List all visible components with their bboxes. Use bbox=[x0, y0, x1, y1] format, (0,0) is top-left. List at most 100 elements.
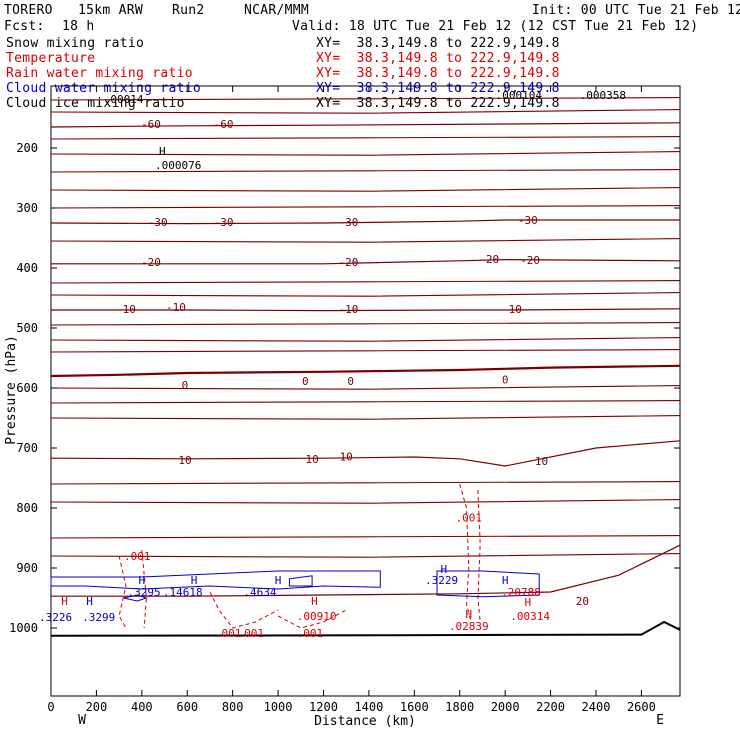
rain-contour-line bbox=[277, 609, 347, 629]
temperature-contour-label: 0 bbox=[347, 375, 354, 388]
x-tick-label: 1000 bbox=[264, 700, 293, 714]
y-tick-label: 500 bbox=[16, 321, 38, 335]
rain-contour-label: .20788 bbox=[501, 586, 541, 599]
temperature-contour-label: 0 bbox=[182, 379, 189, 392]
temperature-contour-label: -30 bbox=[214, 216, 234, 229]
x-tick-label: 2000 bbox=[491, 700, 520, 714]
plot-frame bbox=[50, 85, 681, 697]
cloud-water-label: .3229 bbox=[425, 574, 458, 587]
model-resolution: 15km ARW bbox=[78, 3, 144, 18]
isotherm-line bbox=[50, 553, 681, 558]
temperature-contour-label: -20 bbox=[479, 253, 499, 266]
organization: NCAR/MMM bbox=[244, 3, 310, 18]
isotherm-line bbox=[50, 385, 681, 390]
y-tick-label: 700 bbox=[16, 441, 38, 455]
field-xy-cloud-water: XY= 38.3,149.8 to 222.9,149.8 bbox=[316, 81, 560, 96]
east-label: E bbox=[656, 713, 664, 728]
field-xy-rain: XY= 38.3,149.8 to 222.9,149.8 bbox=[316, 66, 560, 81]
isotherm-line bbox=[50, 169, 681, 173]
temperature-contour-line bbox=[50, 440, 681, 467]
rain-contour-label: H bbox=[525, 596, 532, 609]
temperature-contour-line bbox=[50, 219, 680, 225]
temperature-contour-line bbox=[51, 544, 681, 597]
y-tick-label: 900 bbox=[16, 561, 38, 575]
model-name: TORERO bbox=[4, 3, 53, 18]
x-tick-label: 200 bbox=[86, 700, 108, 714]
temperature-contour-label: -30 bbox=[339, 216, 359, 229]
temperature-contour-label: 10 bbox=[178, 454, 191, 467]
isotherm-line bbox=[50, 400, 681, 404]
cloud-water-label: H bbox=[86, 595, 93, 608]
terrain-line bbox=[50, 620, 681, 637]
isotherm-line bbox=[50, 292, 681, 297]
isotherm-line bbox=[50, 415, 681, 420]
x-tick-label: 2400 bbox=[582, 700, 611, 714]
temperature-contour-label: -20 bbox=[520, 254, 540, 267]
isotherm-line bbox=[50, 349, 681, 353]
x-tick-label: 2200 bbox=[536, 700, 565, 714]
field-xy-cloud-ice: XY= 38.3,149.8 to 222.9,149.8 bbox=[316, 96, 560, 111]
y-axis-title: Pressure (hPa) bbox=[4, 335, 19, 445]
rain-contour-line bbox=[209, 591, 279, 629]
run-label: Run2 bbox=[172, 3, 205, 18]
isotherm-line bbox=[50, 136, 681, 140]
temperature-contour-line bbox=[51, 258, 681, 265]
isotherm-line bbox=[50, 97, 681, 101]
y-tick-label: 300 bbox=[16, 201, 38, 215]
x-tick-label: 400 bbox=[131, 700, 153, 714]
rain-contour-label: .001 bbox=[456, 512, 483, 525]
fcst-label: Fcst: bbox=[4, 19, 45, 34]
x-tick-label: 1800 bbox=[445, 700, 474, 714]
rain-contour-label: .001 bbox=[297, 627, 324, 640]
isotherm-line bbox=[50, 535, 681, 539]
temperature-contour-line bbox=[51, 308, 681, 312]
rain-contour-line bbox=[477, 489, 481, 623]
isotherm-line bbox=[50, 109, 681, 114]
temperature-contour-label: -20 bbox=[339, 256, 359, 269]
rain-contour-line bbox=[118, 555, 127, 629]
cloud-water-label: H bbox=[502, 574, 509, 587]
valid-time: Valid: 18 UTC Tue 21 Feb 12 (12 CST Tue … bbox=[292, 19, 699, 34]
temperature-contour-label: -10 bbox=[116, 303, 136, 316]
y-tick-label: 800 bbox=[16, 501, 38, 515]
cloud-ice-label: H bbox=[159, 145, 166, 158]
temperature-contour-label: -10 bbox=[502, 303, 522, 316]
temperature-contour-label: -30 bbox=[518, 214, 538, 227]
temperature-contour-line bbox=[50, 364, 681, 378]
rain-contour-label: H bbox=[466, 608, 473, 621]
field-name-temperature: Temperature bbox=[6, 51, 96, 66]
rain-contour-label: .001 bbox=[124, 550, 151, 563]
cloud-water-label: H bbox=[441, 563, 448, 576]
x-tick-label: 1200 bbox=[309, 700, 338, 714]
field-name-cloud-water: Cloud water mixing ratio bbox=[6, 81, 202, 96]
temperature-contour-label: 0 bbox=[302, 375, 309, 388]
cloud-water-label: .4634 bbox=[243, 586, 276, 599]
isotherm-line bbox=[50, 280, 681, 284]
field-xy-snow: XY= 38.3,149.8 to 222.9,149.8 bbox=[316, 36, 560, 51]
cloud-ice-label: .000358 bbox=[580, 89, 626, 102]
cloud-water-contour bbox=[436, 570, 540, 598]
cloud-water-label: .3299 bbox=[82, 611, 115, 624]
temperature-contour-label: 10 bbox=[306, 453, 319, 466]
x-tick-label: 1400 bbox=[354, 700, 383, 714]
cloud-water-contour bbox=[288, 575, 313, 587]
y-tick-label: 1000 bbox=[9, 621, 38, 635]
isotherm-line bbox=[50, 481, 681, 485]
cloud-water-label: H bbox=[139, 574, 146, 587]
x-tick-label: 800 bbox=[222, 700, 244, 714]
y-tick-label: 600 bbox=[16, 381, 38, 395]
temperature-contour-label: -30 bbox=[148, 216, 168, 229]
isotherm-line bbox=[50, 322, 681, 326]
cloud-water-contour bbox=[50, 570, 381, 590]
rain-contour-label: H bbox=[311, 595, 318, 608]
rain-contour-label: H bbox=[61, 595, 68, 608]
temperature-contour-line bbox=[50, 122, 681, 128]
field-xy-temperature: XY= 38.3,149.8 to 222.9,149.8 bbox=[316, 51, 560, 66]
cloud-ice-label: .000104 bbox=[496, 89, 543, 102]
fcst-value: 18 h bbox=[62, 19, 95, 34]
temperature-contour-label: -20 bbox=[141, 256, 161, 269]
isotherm-line bbox=[50, 238, 681, 243]
x-tick-label: 600 bbox=[176, 700, 198, 714]
isotherm-line bbox=[50, 499, 681, 504]
